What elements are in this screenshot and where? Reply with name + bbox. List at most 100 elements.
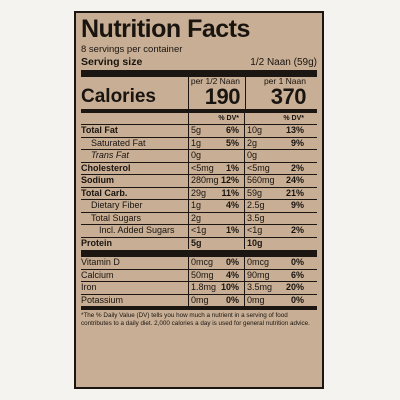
amount-one-naan: 90mg [247,269,270,280]
dv-half-naan: 4% [225,200,239,210]
value-col-one-naan: 3.5g [244,212,306,224]
amount-one-naan: 3.5mg [247,282,273,292]
value-col-half-naan: 1g 4% [188,200,241,212]
amount-one-naan: 10g [247,125,263,135]
calories-col-half-naan: per 1/2 Naan 190 [188,77,242,109]
value-col-one-naan: <1g 2% [244,225,306,237]
value-col-half-naan: <1g 1% [188,225,241,237]
value-col-one-naan: 560mg 24% [244,175,306,187]
col2-calories: 370 [270,84,307,109]
dv-half-naan: 12% [220,175,239,185]
value-col-one-naan: <5mg 2% [244,162,306,174]
amount-half-naan: 50mg [191,269,214,280]
value-col-one-naan: 3.5mg 20% [244,282,306,294]
value-col-half-naan: <5mg 1% [188,162,241,174]
dv-half-naan: 1% [225,162,239,173]
dv-one-naan: 13% [285,125,304,135]
amount-half-naan: 0mg [191,294,209,305]
nutrient-name: Dietary Fiber [91,200,143,210]
value-col-one-naan: 0mcg 0% [244,257,306,269]
label-title: Nutrition Facts [81,15,250,43]
dv-half-naan: 0% [225,294,239,305]
value-col-half-naan: 0mg 0% [188,294,241,306]
amount-half-naan: 2g [191,212,202,223]
value-col-half-naan: 50mg 4% [188,269,241,281]
amount-one-naan: <5mg [247,162,270,173]
dv-one-naan: 21% [285,187,304,198]
dv-header-col1: % DV* [188,113,241,124]
calories-label: Calories [81,86,156,107]
footnote-divider [81,306,317,310]
amount-half-naan: 0g [191,150,202,160]
nutrient-name: Protein [81,237,113,248]
nutrient-row: Total Sugars 2g 3.5g [81,212,317,225]
nutrition-facts-label: Nutrition Facts 8 servings per container… [74,11,324,389]
amount-one-naan: 59g [247,187,263,198]
amount-one-naan: 10g [247,237,263,248]
col1-calories: 190 [204,84,241,109]
serving-size-value: 1/2 Naan (59g) [250,57,317,68]
dv-one-naan: 0% [290,257,304,267]
calories-section: Calories per 1/2 Naan 190 per 1 Naan 370 [81,77,317,109]
amount-one-naan: 2.5g [247,200,265,210]
serving-size-label: Serving size [81,56,143,68]
col1-header: per 1/2 Naan [190,76,240,86]
amount-half-naan: 5g [191,237,202,248]
dv-half-naan: 10% [220,282,239,292]
amount-one-naan: 0mg [247,294,265,305]
value-col-one-naan: 59g 21% [244,187,306,199]
amount-one-naan: 0g [247,150,258,160]
amount-half-naan: 280mg [191,175,219,185]
dv-half-naan: 5% [225,137,239,148]
amount-half-naan: <5mg [191,162,214,173]
amount-one-naan: 560mg [247,175,275,185]
value-col-one-naan: 0g [244,150,306,162]
value-col-half-naan: 0mcg 0% [188,257,241,269]
amount-half-naan: 1.8mg [191,282,217,292]
nutrient-name: Total Sugars [91,212,142,223]
nutrient-row: Incl. Added Sugars <1g 1% <1g 2% [81,225,317,238]
amount-one-naan: 0mcg [247,257,270,267]
value-col-half-naan: 5g [188,237,241,249]
nutrient-row: Dietary Fiber 1g 4% 2.5g 9% [81,200,317,213]
nutrient-row: Cholesterol <5mg 1% <5mg 2% [81,162,317,175]
value-col-half-naan: 1.8mg 10% [188,282,241,294]
thick-divider [81,70,317,77]
nutrient-name: Potassium [81,294,124,305]
amount-one-naan: <1g [247,225,263,235]
amount-half-naan: 29g [191,187,207,198]
dv-one-naan: 2% [290,225,304,235]
value-col-half-naan: 280mg 12% [188,175,241,187]
nutrient-name: Vitamin D [81,257,120,267]
nutrient-row: Total Carb. 29g 11% 59g 21% [81,187,317,200]
value-col-one-naan: 10g [244,237,306,249]
nutrient-row: Iron 1.8mg 10% 3.5mg 20% [81,282,317,295]
nutrient-row: Trans Fat 0g 0g [81,150,317,163]
servings-per-container: 8 servings per container [81,44,183,55]
calories-col-one-naan: per 1 Naan 370 [245,77,308,109]
dv-one-naan: 20% [285,282,304,292]
nutrient-name: Iron [81,282,97,292]
dv-one-naan: 2% [290,162,304,173]
mineral-rows: Vitamin D 0mcg 0% 0mcg 0% Calcium 50mg 4% 90mg 6%… [81,257,317,306]
dv-one-naan: 9% [290,137,304,148]
dv-one-naan: 9% [290,200,304,210]
value-col-half-naan: 5g 6% [188,125,241,137]
value-col-one-naan: 2g 9% [244,137,306,149]
value-col-one-naan: 90mg 6% [244,269,306,281]
dv-one-naan: 6% [290,269,304,280]
dv-half-naan: 1% [225,225,239,235]
value-col-half-naan: 0g [188,150,241,162]
nutrient-name: Total Fat [81,125,118,135]
nutrient-name: Sodium [81,175,114,185]
protein-divider [81,250,317,257]
nutrient-row: Potassium 0mg 0% 0mg 0% [81,294,317,306]
col2-header: per 1 Naan [263,76,306,86]
dv-half-naan: 0% [225,257,239,267]
amount-half-naan: 1g [191,137,202,148]
nutrient-name: Trans Fat [91,150,129,160]
value-col-half-naan: 1g 5% [188,137,241,149]
daily-value-footnote: *The % Daily Value (DV) tells you how mu… [81,312,310,327]
nutrient-name: Calcium [81,269,114,280]
value-col-half-naan: 29g 11% [188,187,241,199]
